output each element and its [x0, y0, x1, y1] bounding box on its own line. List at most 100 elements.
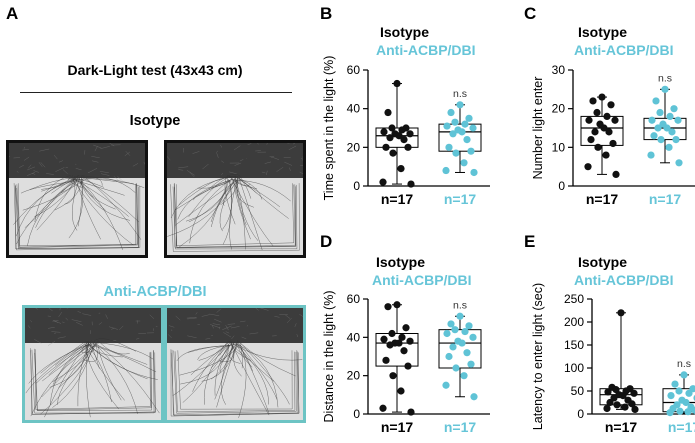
mouse-track	[25, 338, 160, 418]
chart-title-isotype: Isotype	[578, 254, 627, 270]
y-tick-label: 20	[347, 140, 361, 154]
data-point	[389, 372, 397, 380]
data-point	[458, 128, 466, 136]
box-iqr	[438, 123, 482, 152]
data-point	[647, 151, 655, 159]
data-point	[397, 165, 405, 173]
data-point	[667, 392, 675, 400]
data-point	[584, 163, 592, 171]
panel-letter-c: C	[524, 4, 537, 23]
y-tick-label: 60	[347, 292, 361, 306]
data-point	[395, 132, 403, 140]
n-label: n=17	[381, 191, 414, 207]
y-tick-label: 40	[347, 330, 361, 344]
data-point	[666, 112, 674, 120]
data-point	[379, 404, 387, 412]
dark-zone-track	[167, 143, 303, 177]
y-tick-label: 20	[347, 369, 361, 383]
significance-label: n.s	[453, 88, 467, 100]
data-point	[384, 303, 392, 311]
data-point	[451, 118, 459, 126]
data-point	[602, 151, 610, 159]
data-point	[666, 409, 674, 417]
n-label: n=17	[668, 419, 695, 435]
data-point	[406, 130, 414, 138]
arena-drawing	[9, 143, 145, 255]
dark-zone-track	[168, 308, 303, 340]
arena-drawing	[167, 308, 303, 420]
data-point	[684, 408, 692, 416]
n-label: n=17	[649, 191, 682, 207]
significance-label: n.s	[677, 358, 691, 370]
data-point	[406, 337, 414, 345]
data-point	[460, 372, 468, 380]
data-point	[603, 404, 611, 413]
chart-panel-e: Isotype Anti-ACBP/DBI 0 50 100 150 200 250 Laten…	[531, 254, 695, 435]
data-point	[380, 335, 388, 343]
y-tick-label: 100	[564, 361, 584, 375]
y-tick-label: 0	[558, 179, 565, 193]
data-point	[621, 403, 629, 411]
mouse-track	[13, 174, 145, 251]
arena-anti-1	[22, 305, 164, 423]
data-point	[463, 136, 471, 144]
data-point	[469, 333, 477, 341]
data-point	[449, 130, 457, 138]
data-point	[386, 134, 394, 142]
y-tick-label: 0	[353, 179, 360, 193]
data-point	[467, 360, 475, 368]
data-point	[654, 124, 662, 132]
arena-drawing	[25, 308, 161, 420]
data-point	[404, 143, 412, 151]
chart-title-anti: Anti-ACBP/DBI	[372, 272, 472, 288]
data-point	[461, 327, 469, 336]
data-point	[470, 393, 478, 401]
y-tick-label: 40	[347, 102, 361, 116]
panel-letter-d: D	[320, 232, 333, 251]
data-point	[402, 324, 410, 332]
data-point	[398, 333, 406, 341]
data-point	[665, 143, 673, 151]
data-point	[652, 97, 660, 105]
data-point	[612, 170, 620, 178]
data-point	[447, 108, 455, 117]
data-point	[388, 124, 396, 132]
data-point	[663, 124, 671, 132]
data-point	[458, 339, 466, 347]
n-label: n=17	[444, 419, 477, 435]
data-point	[605, 128, 613, 136]
data-point	[400, 136, 408, 144]
data-point	[606, 398, 614, 407]
data-point	[594, 143, 602, 151]
panel-letter-e: E	[524, 232, 536, 251]
y-tick-label: 50	[571, 384, 585, 398]
box-iqr	[375, 127, 419, 148]
box-iqr	[580, 115, 624, 146]
data-point	[671, 380, 679, 388]
data-point	[443, 122, 451, 130]
dark-zone-track	[9, 143, 145, 182]
data-point	[628, 400, 636, 408]
data-point	[447, 320, 455, 328]
panel-letter-a: A	[6, 4, 19, 23]
data-point	[603, 112, 611, 120]
isotype-group-label: Isotype	[129, 113, 181, 129]
data-point	[607, 101, 615, 109]
y-axis-label: Time spent in the light (%)	[322, 56, 336, 201]
data-point	[668, 128, 676, 136]
dark-zone	[167, 308, 303, 343]
data-point	[619, 392, 627, 400]
y-tick-label: 10	[552, 140, 566, 154]
anti-group-label: Anti-ACBP/DBI	[103, 284, 207, 300]
data-point	[465, 114, 473, 122]
data-point	[613, 401, 621, 409]
data-point	[461, 120, 469, 128]
chart-title-anti: Anti-ACBP/DBI	[574, 272, 674, 288]
n-label: n=17	[605, 419, 638, 435]
box-iqr	[599, 388, 643, 406]
data-point	[670, 105, 678, 113]
data-point	[682, 398, 690, 407]
y-axis-label: Distance in the light (%)	[322, 290, 336, 422]
data-point	[463, 349, 471, 357]
